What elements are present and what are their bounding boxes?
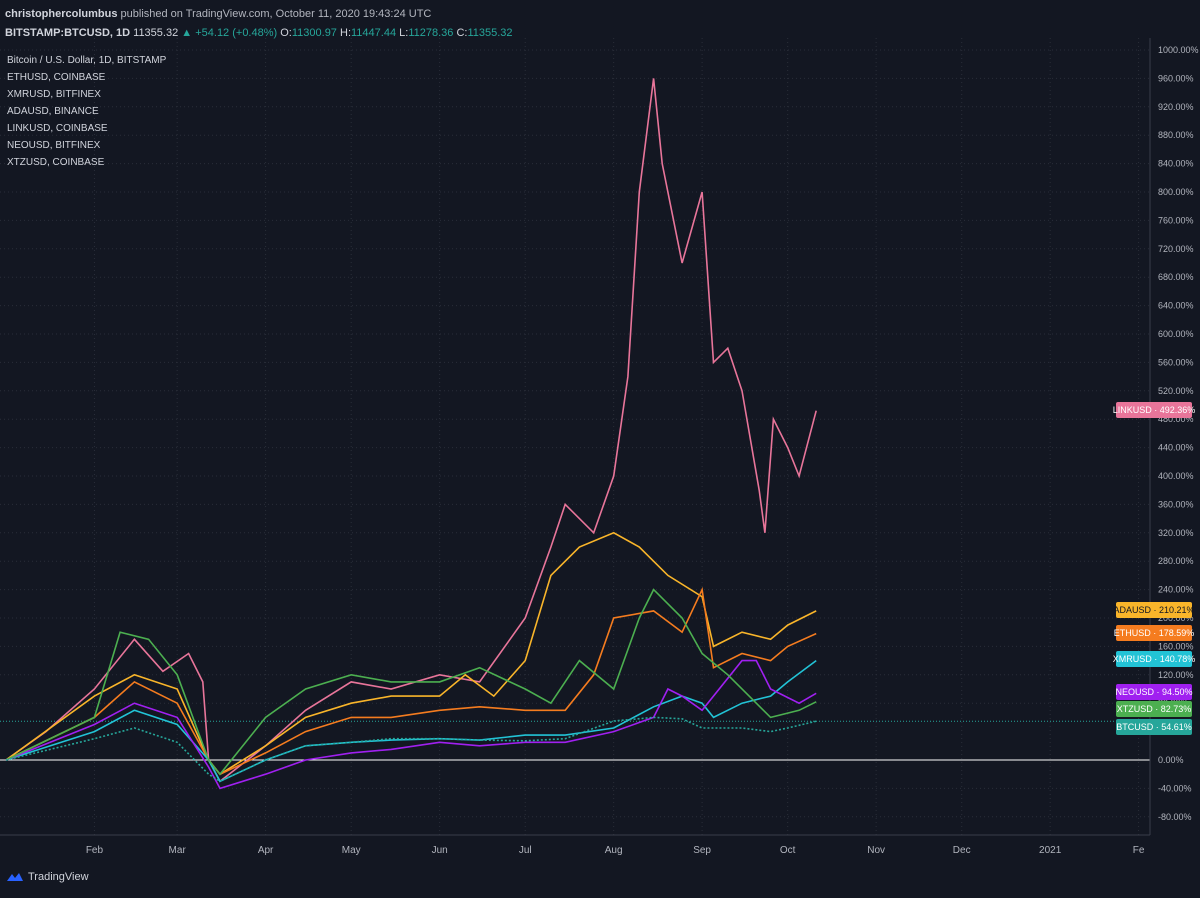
x-tick-label: Sep [693,845,711,856]
y-tick-label: 720.00% [1158,244,1194,254]
series-line-ethusd [5,586,817,776]
y-tick-label: 880.00% [1158,130,1194,140]
low-value: 11278.36 [408,27,454,39]
legend-item-xmrusd[interactable]: XMRUSD, BITFINEX [7,89,101,100]
y-tick-label: 480.00% [1158,414,1194,424]
y-tick-label: -80.00% [1158,812,1192,822]
series-line-neousd [5,659,817,790]
x-tick-label: Mar [169,845,187,856]
y-tick-label: 800.00% [1158,187,1194,197]
y-tick-label: 600.00% [1158,329,1194,339]
y-tick-label: 360.00% [1158,499,1194,509]
value-tags: LINKUSD · 492.36% ADAUSD · 210.21% ETHUSD … [1113,402,1196,735]
y-tick-label: 920.00% [1158,102,1194,112]
open-value: 11300.97 [291,27,337,39]
y-tick-label: 0.00% [1158,755,1184,765]
y-tick-label: 960.00% [1158,73,1194,83]
y-tick-label: 640.00% [1158,301,1194,311]
legend-item-linkusd[interactable]: LINKUSD, COINBASE [7,123,108,134]
x-tick-label: May [342,845,361,856]
open-label: O: [280,27,292,39]
x-tick-label: Dec [953,845,971,856]
high-value: 11447.44 [351,27,397,39]
legend-item-adausd[interactable]: ADAUSD, BINANCE [7,106,99,117]
chart-header: christophercolumbus published on Trading… [5,5,513,43]
low-label: L: [399,27,409,39]
value-tag-xmrusd [1116,651,1192,667]
high-label: H: [340,27,351,39]
x-tick-label: Oct [780,845,796,856]
x-tick-label: 2021 [1039,845,1062,856]
y-axis[interactable]: 1000.00% 960.00% 920.00% 880.00% 840.00% 800.… [1149,38,1199,835]
price-change: ▲ +54.12 (+0.48%) [181,27,278,39]
tradingview-logo-icon[interactable] [6,871,24,883]
x-axis[interactable]: Feb Mar Apr May Jun Jul Aug Sep Oct Nov Dec 2021 Fe [0,834,1150,856]
value-tag-label: XMRUSD · 140.78% [1113,654,1196,664]
series-line-btcusd [5,716,817,783]
value-tag-ethusd [1116,625,1192,641]
author-name[interactable]: christophercolumbus [5,8,118,20]
value-tag-linkusd [1116,402,1192,418]
value-tag-neousd [1116,684,1192,700]
y-tick-label: 520.00% [1158,386,1194,396]
y-tick-label: 840.00% [1158,159,1194,169]
value-tag-label: NEOUSD · 94.50% [1115,687,1192,697]
y-tick-label: 1000.00% [1158,45,1199,55]
value-tag-label: ETHUSD · 178.59% [1114,628,1195,638]
value-tag-adausd [1116,602,1192,618]
publish-info: published on TradingView.com, October 11… [120,8,432,20]
value-tag-label: XTZUSD · 82.73% [1117,704,1192,714]
y-tick-label: 560.00% [1158,357,1194,367]
series-line-adausd [5,531,817,776]
symbol-label[interactable]: BITSTAMP:BTCUSD, 1D [5,27,131,39]
publish-line: christophercolumbus published on Trading… [5,5,513,24]
y-tick-label: 120.00% [1158,670,1194,680]
y-tick-label: 440.00% [1158,443,1194,453]
y-tick-label: 760.00% [1158,215,1194,225]
series-lines [5,78,817,790]
last-price: 11355.32 [133,27,179,39]
y-tick-label: 400.00% [1158,471,1194,481]
ohlc-line: BITSTAMP:BTCUSD, 1D 11355.32 ▲ +54.12 (+… [5,24,513,43]
value-tag-label: LINKUSD · 492.36% [1113,405,1196,415]
chart-grid [0,38,1150,835]
x-tick-label: Aug [605,845,623,856]
y-tick-label: 240.00% [1158,585,1194,595]
value-tag-xtzusd [1116,701,1192,717]
y-tick-label: 160.00% [1158,641,1194,651]
y-tick-label: 680.00% [1158,272,1194,282]
close-label: C: [456,27,468,39]
x-tick-label: Jul [519,845,532,856]
x-tick-label: Feb [86,845,104,856]
y-tick-label: 320.00% [1158,528,1194,538]
series-line-xtzusd [5,588,817,776]
y-tick-label: -40.00% [1158,783,1192,793]
value-tag-label: ADAUSD · 210.21% [1113,605,1194,615]
x-tick-label: Fe [1133,845,1145,856]
series-line-linkusd [5,78,817,783]
series-line-xmrusd [5,659,817,783]
main-series-title[interactable]: Bitcoin / U.S. Dollar, 1D, BITSTAMP [7,55,167,66]
legend-item-xtzusd[interactable]: XTZUSD, COINBASE [7,157,105,168]
footer: TradingView [6,871,89,883]
value-tag-btcusd [1116,719,1192,735]
legend-item-neousd[interactable]: NEOUSD, BITFINEX [7,140,101,151]
x-tick-label: Jun [432,845,448,856]
value-tag-label: BTCUSD · 54.61% [1116,722,1192,732]
brand-name[interactable]: TradingView [28,871,89,883]
close-value: 11355.32 [467,27,513,39]
y-tick-label: 280.00% [1158,556,1194,566]
legend-item-ethusd[interactable]: ETHUSD, COINBASE [7,72,106,83]
x-tick-label: Apr [258,845,274,856]
chart-legend: Bitcoin / U.S. Dollar, 1D, BITSTAMP ETHU… [7,52,166,171]
x-tick-label: Nov [867,845,885,856]
